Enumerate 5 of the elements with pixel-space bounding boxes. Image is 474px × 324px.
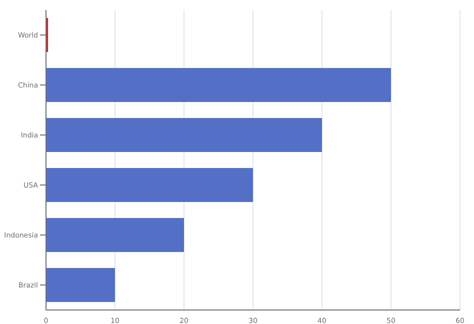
bar bbox=[46, 68, 391, 102]
bar bbox=[46, 268, 115, 302]
bar bbox=[46, 118, 322, 152]
bar bbox=[46, 218, 184, 252]
bar bbox=[46, 168, 253, 202]
